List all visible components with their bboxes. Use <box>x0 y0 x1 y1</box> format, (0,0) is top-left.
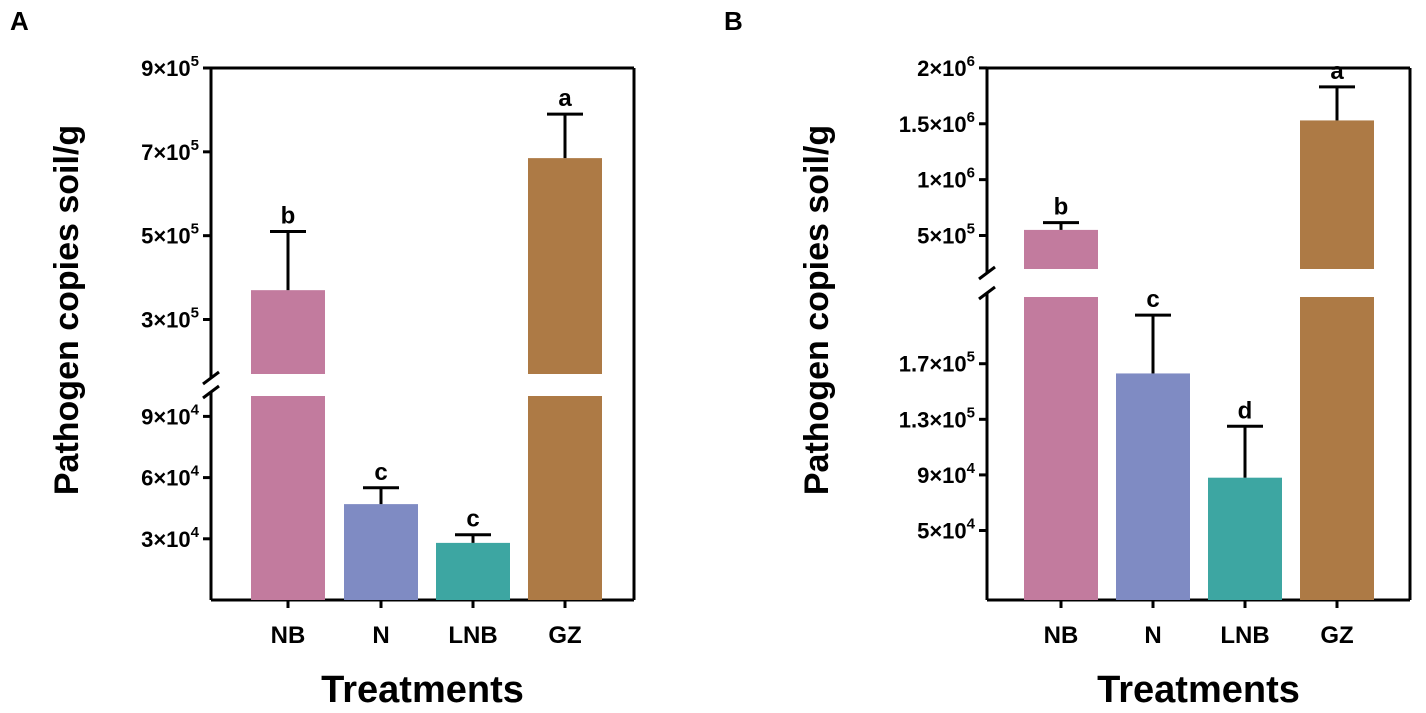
panel-b-significance-label: b <box>1054 194 1069 221</box>
panel-b-bar-gz-lower <box>1300 297 1374 600</box>
panel-b-x-axis-title: Treatments <box>1097 669 1300 711</box>
panel-a-y-tick-label: 3×105 <box>141 305 199 333</box>
panel-b-label: B <box>724 6 743 36</box>
panel-b-y-tick-label: 1.3×105 <box>899 404 975 432</box>
panel-a-x-axis-title: Treatments <box>321 669 524 711</box>
panel-a-x-tick-label: LNB <box>448 622 497 649</box>
panel-b-bar-nb-lower <box>1024 297 1098 600</box>
panel-a-significance-label: b <box>281 202 296 229</box>
panel-b-x-tick-label: N <box>1144 622 1161 649</box>
panel-b-bar-lnb <box>1208 477 1282 600</box>
panel-b-bar-gz-upper <box>1300 120 1374 270</box>
panel-a-y-tick-label: 5×105 <box>141 221 199 249</box>
panel-a-y-tick-label: 3×104 <box>141 524 200 552</box>
panel-a-bar-nb-lower <box>251 396 325 600</box>
panel-b-bar-nb-upper <box>1024 229 1098 269</box>
panel-b-y-axis-title: Pathogen copies soil/g <box>798 125 836 495</box>
panel-a-bar-lnb <box>436 542 510 600</box>
panel-a-y-tick-label: 6×104 <box>141 463 200 491</box>
panel-a-y-tick-label: 9×105 <box>141 53 199 81</box>
panel-b-y-tick-label: 5×105 <box>917 220 975 248</box>
panel-b-y-tick-label: 5×104 <box>917 516 976 544</box>
panel-a-bar-gz-lower <box>528 396 602 600</box>
panel-a-bar-nb-upper <box>251 290 325 374</box>
panel-a-y-tick-label: 7×105 <box>141 137 199 165</box>
panel-a-bar-gz-upper <box>528 158 602 374</box>
panel-b-y-tick-label: 1.7×105 <box>899 349 975 377</box>
panel-b-x-tick-label: GZ <box>1320 622 1353 649</box>
panel-a-axis-break-mark <box>202 384 220 400</box>
panel-b-y-tick-label: 2×106 <box>917 53 975 81</box>
panel-a-x-tick-label: NB <box>271 622 306 649</box>
panel-b-bar-n <box>1116 373 1190 600</box>
panel-a-label: A <box>10 6 29 36</box>
panel-a-x-tick-label: N <box>372 622 389 649</box>
panel-a-axis-break-mark <box>202 370 220 386</box>
panel-b-significance-label: a <box>1330 58 1344 85</box>
panel-b-significance-label: d <box>1238 397 1253 424</box>
panel-b-y-tick-label: 9×104 <box>917 460 976 488</box>
panel-a-significance-label: c <box>374 459 387 486</box>
panel-b-x-tick-label: NB <box>1044 622 1079 649</box>
panel-a-significance-label: c <box>466 506 479 533</box>
panel-a-y-tick-label: 9×104 <box>141 401 200 429</box>
panel-b-y-tick-label: 1×106 <box>917 165 975 193</box>
panel-b-axis-break-mark <box>978 285 996 301</box>
panel-b-x-tick-label: LNB <box>1220 622 1269 649</box>
panel-b-significance-label: c <box>1146 286 1159 313</box>
panel-b-y-tick-label: 1.5×106 <box>899 109 975 137</box>
panel-a-bar-n <box>344 504 418 600</box>
panel-a-x-tick-label: GZ <box>548 622 581 649</box>
panel-a-y-axis-title: Pathogen copies soil/g <box>48 125 86 495</box>
panel-a-significance-label: a <box>558 85 572 112</box>
panel-b-axis-break-mark <box>978 265 996 281</box>
